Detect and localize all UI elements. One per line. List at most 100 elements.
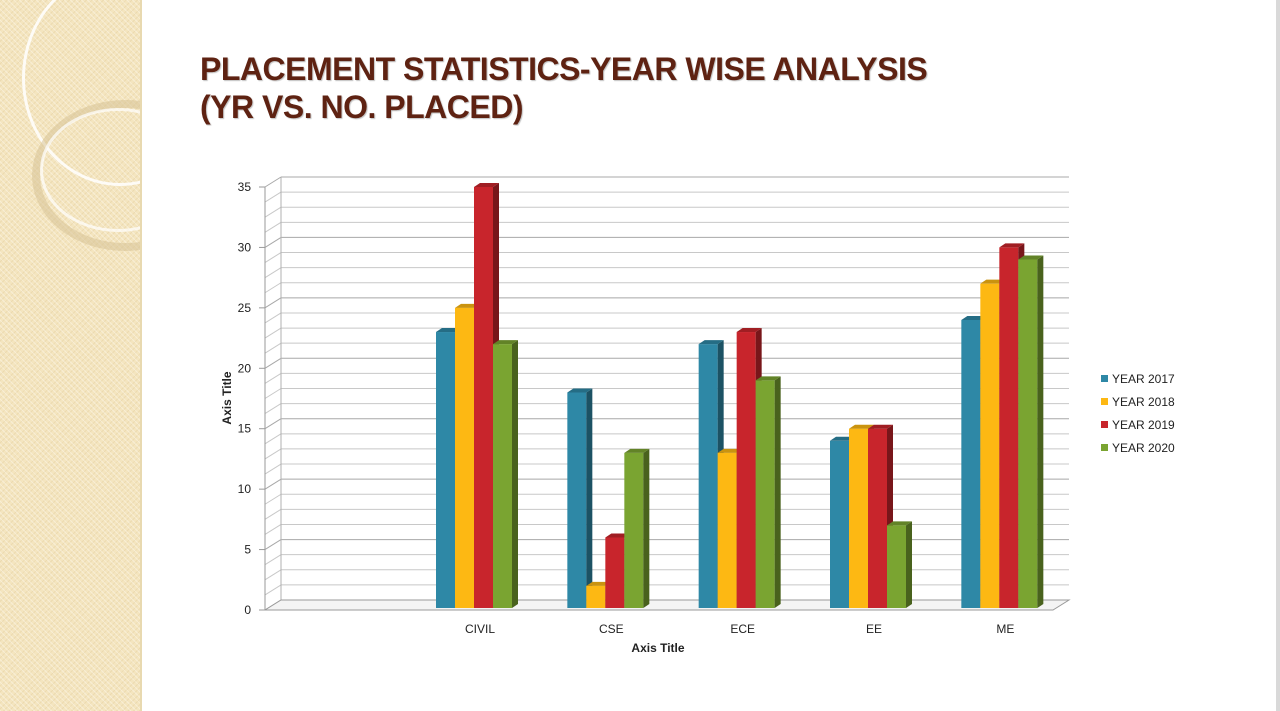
bar-side <box>1037 255 1044 608</box>
bar-top <box>1018 255 1044 260</box>
bar-side <box>774 376 781 608</box>
decorative-side-panel <box>0 0 140 711</box>
legend-entry: YEAR 2020 <box>1112 441 1175 455</box>
bar-front <box>567 392 587 608</box>
x-tick-label: ECE <box>730 622 755 636</box>
bar-top <box>736 328 762 333</box>
bar-front <box>887 525 906 608</box>
gridline-side <box>264 342 282 354</box>
gridline-side <box>264 539 282 550</box>
gridline-side <box>264 448 282 460</box>
legend-entry: YEAR 2019 <box>1112 418 1175 432</box>
bar <box>624 448 650 608</box>
bar-front <box>736 332 756 608</box>
legend-entry: YEAR 2018 <box>1112 395 1175 409</box>
gridline-side <box>264 463 282 475</box>
y-axis-title: Axis Title <box>220 371 234 424</box>
y-tick-label: 25 <box>238 301 252 315</box>
chart-bars <box>436 183 1044 608</box>
legend-swatch <box>1101 421 1108 428</box>
x-tick-label: CIVIL <box>465 622 495 636</box>
gridline-side <box>264 282 282 294</box>
gridline-side <box>264 267 282 279</box>
y-tick-label: 5 <box>244 543 251 557</box>
y-tick-label: 35 <box>238 180 252 194</box>
gridline-side <box>264 237 282 248</box>
gridline-side <box>264 327 282 339</box>
gridline-side <box>264 569 282 581</box>
chart-gridlines <box>264 176 1069 611</box>
bar-front <box>980 283 1000 608</box>
bar-front <box>436 332 455 608</box>
bar-top <box>455 303 480 308</box>
bar-front <box>698 344 718 608</box>
bar-front <box>717 452 737 608</box>
gridline-side <box>264 554 282 566</box>
bar <box>493 340 518 608</box>
bar-front <box>474 187 493 608</box>
gridline-side <box>264 221 282 233</box>
bar-top <box>493 340 518 345</box>
bar-top <box>999 243 1025 248</box>
bar-top <box>830 436 855 441</box>
y-tick-label: 15 <box>238 422 252 436</box>
bar-top <box>887 521 912 526</box>
y-tick-label: 0 <box>244 603 251 617</box>
gridline-side <box>264 388 282 399</box>
bar-front <box>868 428 887 608</box>
y-tick-label: 20 <box>238 361 252 375</box>
slide-title-line-2: (YR VS. NO. PLACED) <box>200 89 523 125</box>
slide-title-line-1: PLACEMENT STATISTICS-YEAR WISE ANALYSIS <box>200 51 928 87</box>
bar-top <box>980 279 1006 284</box>
gridline-side <box>264 297 282 309</box>
gridline-side <box>264 206 282 218</box>
x-tick-label: CSE <box>599 622 624 636</box>
chart-labels: 0 5 10 15 20 25 30 35 CIVIL CSE ECE EE ME Axis Title A… <box>220 180 1014 655</box>
bar-front <box>849 428 868 608</box>
gridline-side <box>264 191 282 203</box>
bar-front <box>493 344 512 608</box>
legend-swatch <box>1101 444 1108 451</box>
bar-top <box>474 183 499 187</box>
bar-top <box>605 533 631 538</box>
gridline-side <box>264 584 282 596</box>
x-tick-label: ME <box>996 622 1014 636</box>
panel-divider <box>140 0 142 711</box>
gridline-side <box>264 433 282 445</box>
bar-top <box>717 448 743 453</box>
x-axis-title: Axis Title <box>631 641 684 655</box>
bar-top <box>586 581 612 586</box>
window-edge <box>1276 0 1280 711</box>
gridline-side <box>264 312 282 324</box>
bar-front <box>624 452 644 608</box>
bar-side <box>586 388 593 608</box>
bar-front <box>455 307 474 608</box>
gridline-side <box>264 524 282 535</box>
bar <box>755 376 781 608</box>
chart-floor <box>263 599 1071 611</box>
bar-front <box>1018 259 1038 608</box>
bar-front <box>961 319 981 608</box>
gridline-side <box>264 372 282 384</box>
gridline-side <box>264 357 282 369</box>
gridline-side <box>264 493 282 505</box>
bar-top <box>755 376 781 381</box>
x-tick-label: EE <box>866 622 882 636</box>
bar-top <box>849 424 874 429</box>
bar-front <box>999 247 1019 608</box>
bar-top <box>624 448 650 453</box>
gridline-side <box>264 508 282 520</box>
bar-side <box>906 521 912 608</box>
legend-swatch <box>1101 375 1108 382</box>
bar-side <box>512 340 518 608</box>
y-tick-label: 30 <box>238 240 252 254</box>
bar-front <box>755 380 775 608</box>
gridline-side <box>264 176 282 188</box>
gridline-side <box>264 418 282 430</box>
legend-swatch <box>1101 398 1108 405</box>
bar <box>567 388 593 608</box>
bar-top <box>436 328 461 333</box>
gridline-side <box>264 478 282 490</box>
chart-legend: YEAR 2017 YEAR 2018 YEAR 2019 YEAR 2020 <box>1101 372 1175 455</box>
